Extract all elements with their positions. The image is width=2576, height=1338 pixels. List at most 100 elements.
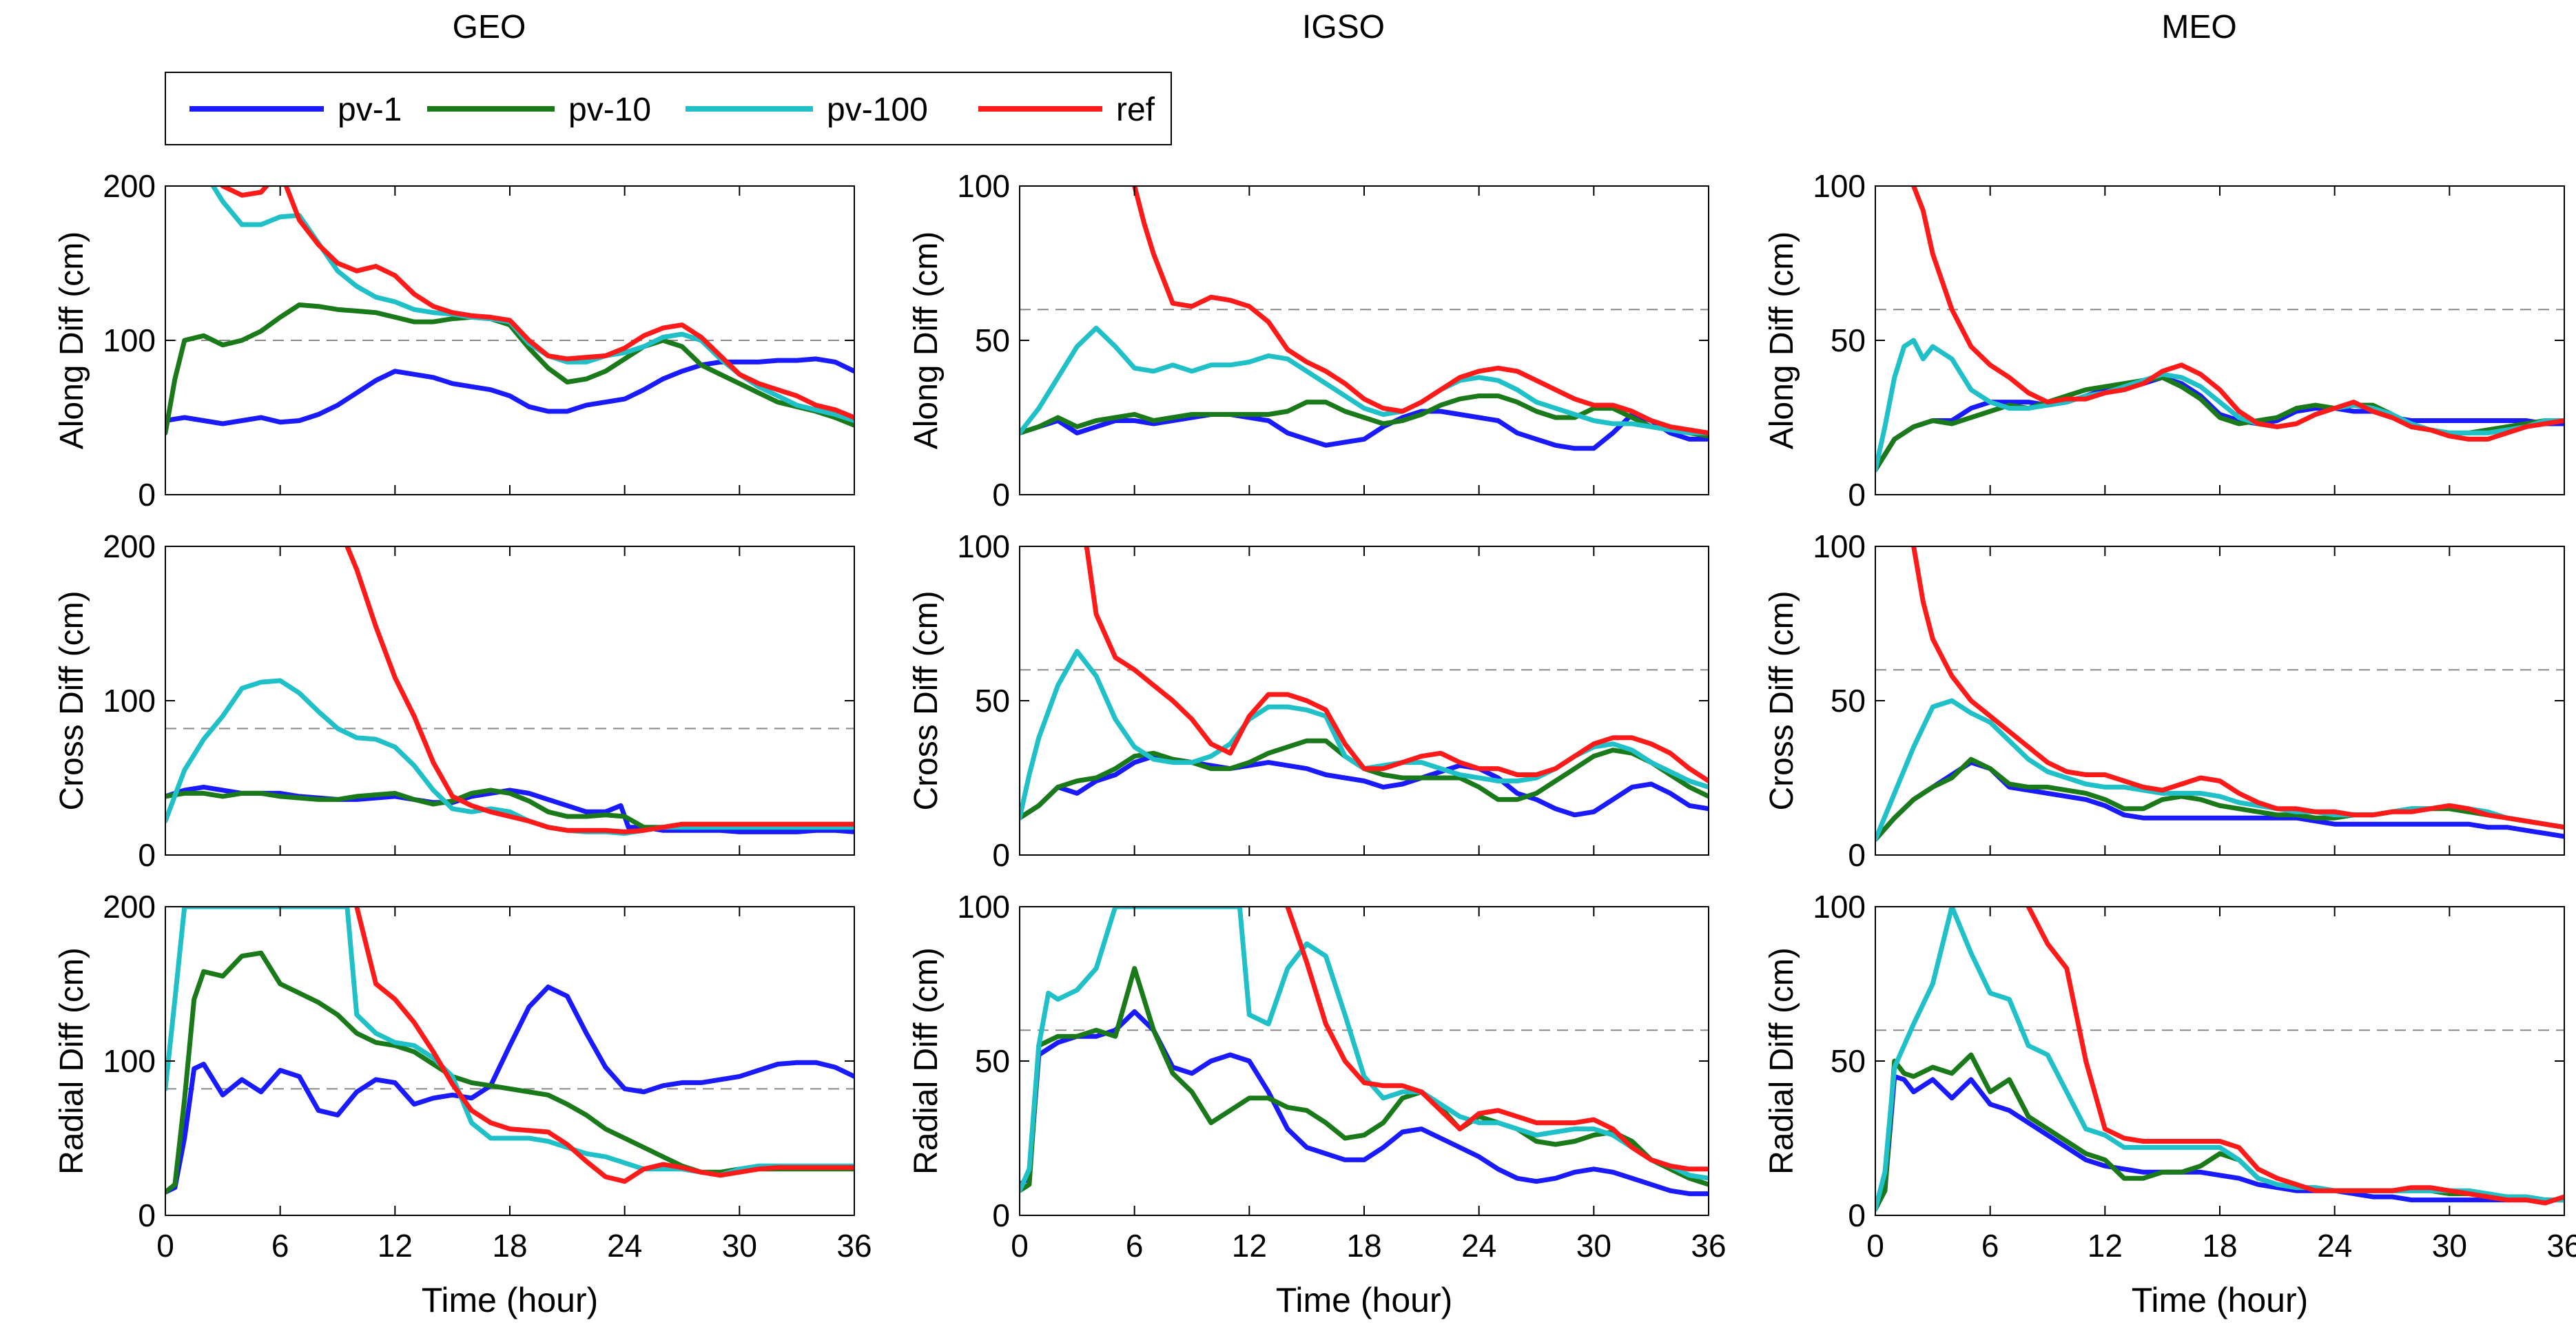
series-line-pv-10 — [1020, 393, 1709, 439]
x-tick-label: 18 — [2202, 1228, 2237, 1264]
x-tick-label: 36 — [836, 1228, 872, 1264]
series-line-pv-100 — [1020, 325, 1709, 435]
panel-igso-along: 0 50 100 Along Diff (cm) — [908, 168, 1709, 513]
y-tick-label: 100 — [1813, 168, 1866, 204]
x-axis-label: Time (hour) — [422, 1281, 599, 1319]
series-line-pv-1 — [165, 356, 854, 426]
x-tick-label: 12 — [378, 1228, 413, 1264]
x-tick-label: 30 — [2432, 1228, 2467, 1264]
series-line-ref — [2026, 907, 2564, 1206]
y-tick-label: 50 — [1831, 1043, 1866, 1079]
series-line-ref — [220, 186, 854, 420]
x-tick-label: 24 — [607, 1228, 642, 1264]
y-tick-label: 100 — [103, 683, 156, 719]
column-title-igso: IGSO — [1302, 9, 1385, 45]
panel-geo-cross: 0 100 200 Cross Diff (cm) — [54, 528, 855, 873]
y-tick-label: 200 — [103, 168, 156, 204]
legend-label-pv-1: pv-1 — [338, 92, 402, 128]
y-tick-label: 100 — [957, 889, 1010, 925]
panel-meo-along: 0 50 100 Along Diff (cm) — [1764, 168, 2565, 513]
series-line-pv-10 — [1875, 757, 2564, 843]
plot-area — [165, 907, 854, 1215]
legend-entry-pv-100: pv-100 — [686, 92, 928, 128]
y-axis-label: Along Diff (cm) — [1764, 231, 1800, 450]
x-tick-label: 0 — [156, 1228, 174, 1264]
x-tick-label: 6 — [1126, 1228, 1144, 1264]
x-tick-label: 12 — [2088, 1228, 2123, 1264]
panel-geo-radial: 0 100 200 0 6 12 18 24 30 36 Radial Diff (cm) Time … — [54, 889, 872, 1319]
x-axis-label: Time (hour) — [1276, 1281, 1453, 1319]
y-tick-label: 100 — [957, 528, 1010, 564]
y-tick-label: 0 — [992, 837, 1010, 873]
series-line-pv-100 — [165, 907, 854, 1178]
plot-area — [1875, 186, 2564, 495]
y-tick-label: 100 — [1813, 889, 1866, 925]
plot-area — [1020, 546, 1709, 855]
plot-area — [1875, 907, 2564, 1215]
column-titles: GEO IGSO MEO — [453, 9, 2237, 45]
y-tick-label: 50 — [975, 322, 1010, 358]
y-tick-label: 100 — [957, 168, 1010, 204]
y-axis-label: Radial Diff (cm) — [54, 947, 90, 1175]
legend-entry-pv-1: pv-1 — [189, 92, 402, 128]
series-line-pv-10 — [1020, 966, 1709, 1193]
y-tick-label: 0 — [992, 1197, 1010, 1233]
x-tick-label: 24 — [2317, 1228, 2352, 1264]
legend-entry-ref: ref — [978, 92, 1155, 128]
panel-meo-radial: 0 50 100 0 6 12 18 24 30 36 Radial Diff (cm) Time (… — [1764, 889, 2576, 1319]
series-line-ref — [1132, 186, 1709, 435]
x-tick-label: 24 — [1461, 1228, 1496, 1264]
y-tick-label: 50 — [975, 1043, 1010, 1079]
x-tick-label: 0 — [1866, 1228, 1884, 1264]
x-tick-label: 12 — [1232, 1228, 1267, 1264]
y-tick-label: 50 — [975, 683, 1010, 719]
series-line-pv-1 — [165, 784, 854, 834]
plot-area — [1020, 907, 1709, 1215]
y-axis-label: Cross Diff (cm) — [54, 590, 90, 810]
x-tick-label: 18 — [1346, 1228, 1381, 1264]
y-axis-label: Along Diff (cm) — [54, 231, 90, 450]
y-tick-label: 0 — [1848, 837, 1866, 873]
plot-area — [165, 546, 854, 855]
x-tick-label: 6 — [1981, 1228, 1999, 1264]
plot-area — [1020, 186, 1709, 495]
y-tick-label: 0 — [138, 1197, 156, 1233]
x-axis-label: Time (hour) — [2132, 1281, 2309, 1319]
series-line-pv-100 — [165, 678, 854, 836]
x-tick-label: 18 — [492, 1228, 527, 1264]
x-tick-label: 0 — [1011, 1228, 1029, 1264]
x-tick-label: 36 — [2546, 1228, 2576, 1264]
x-tick-label: 36 — [1691, 1228, 1726, 1264]
series-line-pv-1 — [1020, 409, 1709, 451]
y-tick-label: 50 — [1831, 322, 1866, 358]
y-tick-label: 100 — [103, 1043, 156, 1079]
panel-meo-cross: 0 50 100 Cross Diff (cm) — [1764, 528, 2565, 873]
y-tick-label: 200 — [103, 528, 156, 564]
column-title-meo: MEO — [2161, 9, 2236, 45]
series-line-ref — [344, 546, 854, 834]
series-line-pv-1 — [1875, 1073, 2564, 1212]
series-line-ref — [1911, 186, 2564, 442]
y-axis-label: Cross Diff (cm) — [1764, 590, 1800, 810]
y-tick-label: 0 — [138, 837, 156, 873]
legend-label-pv-100: pv-100 — [827, 92, 928, 128]
x-tick-label: 6 — [271, 1228, 289, 1264]
y-tick-label: 0 — [1848, 477, 1866, 513]
series-line-ref — [1084, 546, 1709, 783]
y-axis-label: Cross Diff (cm) — [908, 590, 945, 810]
y-axis-label: Radial Diff (cm) — [908, 947, 945, 1175]
panels: 0 100 200 Along Diff (cm) 0 50 100 Along Diff (… — [54, 168, 2576, 1319]
series-line-ref — [1285, 907, 1709, 1172]
y-tick-label: 50 — [1831, 683, 1866, 719]
y-tick-label: 0 — [1848, 1197, 1866, 1233]
y-axis-label: Radial Diff (cm) — [1764, 947, 1800, 1175]
y-tick-label: 100 — [103, 322, 156, 358]
y-axis-label: Along Diff (cm) — [908, 231, 945, 450]
legend-label-pv-10: pv-10 — [568, 92, 651, 128]
panel-geo-along: 0 100 200 Along Diff (cm) — [54, 168, 855, 513]
panel-igso-radial: 0 50 100 0 6 12 18 24 30 36 Radial Diff (cm) Time (… — [908, 889, 1727, 1319]
series-line-ref — [354, 907, 854, 1184]
y-tick-label: 0 — [138, 477, 156, 513]
series-line-ref — [1911, 546, 2564, 830]
